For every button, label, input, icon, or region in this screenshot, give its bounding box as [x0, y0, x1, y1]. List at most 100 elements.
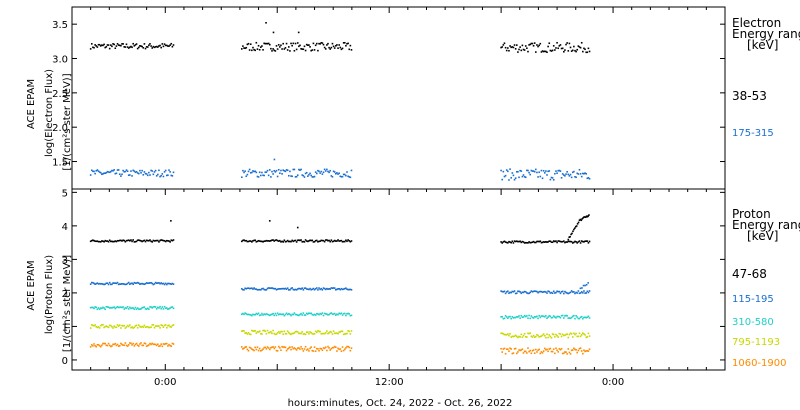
data-point	[296, 174, 299, 176]
data-point	[515, 44, 518, 46]
data-point	[291, 44, 293, 47]
data-point	[253, 330, 255, 332]
data-point	[585, 336, 587, 339]
data-point	[537, 176, 539, 178]
data-point	[318, 240, 320, 243]
data-point	[503, 240, 506, 243]
data-point	[167, 324, 169, 327]
data-point	[93, 239, 95, 242]
data-point	[317, 348, 319, 350]
data-point	[295, 175, 298, 178]
data-point	[150, 240, 152, 243]
data-point	[505, 334, 508, 336]
data-point	[95, 306, 98, 309]
data-point	[248, 240, 251, 242]
data-point	[155, 308, 158, 310]
data-point	[571, 49, 574, 52]
data-point	[564, 315, 566, 317]
data-point	[271, 50, 273, 52]
data-point	[587, 315, 590, 318]
data-point	[517, 290, 519, 293]
data-point	[507, 348, 509, 351]
data-point	[124, 46, 127, 48]
data-point	[106, 170, 109, 173]
data-point	[561, 333, 564, 336]
data-point	[312, 350, 315, 352]
data-point	[170, 326, 173, 328]
data-point	[546, 174, 548, 176]
data-point	[307, 240, 309, 243]
data-point	[518, 315, 520, 317]
series-115-195	[89, 281, 591, 295]
data-point	[129, 324, 131, 326]
data-point	[271, 287, 273, 289]
data-point	[90, 43, 93, 45]
data-point	[240, 48, 243, 50]
data-point	[274, 333, 277, 336]
data-point	[263, 288, 265, 291]
data-point	[515, 170, 518, 173]
data-point	[268, 43, 271, 46]
data-point	[240, 330, 243, 332]
series-47-68	[89, 214, 591, 244]
data-point	[502, 317, 505, 320]
data-point	[97, 326, 100, 328]
data-point	[158, 45, 160, 47]
data-point	[509, 241, 511, 243]
data-point	[566, 241, 568, 243]
data-point	[501, 315, 504, 318]
data-point	[260, 174, 262, 177]
data-point	[303, 241, 306, 243]
data-point	[500, 241, 502, 243]
data-point	[270, 239, 272, 242]
data-point	[333, 47, 336, 49]
data-point	[526, 47, 528, 50]
data-point	[326, 168, 328, 171]
data-point	[547, 45, 549, 48]
legend-header: Electron	[732, 16, 781, 30]
data-point	[171, 239, 174, 242]
data-point	[550, 50, 553, 52]
data-point	[169, 241, 171, 243]
data-point	[314, 171, 317, 173]
data-point	[584, 240, 586, 243]
data-point	[129, 283, 131, 286]
data-point	[309, 46, 311, 48]
data-point	[517, 51, 519, 53]
data-point	[149, 239, 151, 241]
data-point	[101, 44, 103, 46]
data-point	[348, 313, 351, 315]
data-point	[566, 333, 568, 335]
data-point	[330, 287, 333, 289]
data-point	[145, 308, 148, 310]
data-point	[244, 170, 246, 172]
data-point	[96, 282, 99, 284]
data-point	[571, 336, 574, 338]
data-point	[168, 240, 170, 242]
data-point	[546, 317, 548, 320]
data-point	[253, 239, 255, 242]
data-point	[564, 175, 566, 177]
data-point	[160, 343, 162, 345]
data-point	[585, 51, 587, 54]
data-point	[90, 169, 93, 172]
data-point	[530, 352, 533, 355]
data-point	[577, 241, 580, 243]
data-point	[287, 312, 290, 315]
data-point	[142, 344, 145, 347]
data-point	[117, 325, 120, 327]
data-point	[530, 241, 533, 244]
data-point	[573, 332, 575, 335]
data-point	[285, 312, 288, 315]
data-point	[551, 292, 554, 295]
data-point	[116, 306, 119, 308]
data-point	[163, 305, 166, 308]
data-point	[349, 176, 352, 179]
data-point	[582, 352, 584, 355]
data-point	[514, 240, 517, 243]
data-point	[282, 241, 284, 243]
data-point	[577, 173, 580, 175]
data-point	[105, 171, 108, 174]
data-point	[318, 349, 320, 352]
data-point	[271, 239, 273, 241]
